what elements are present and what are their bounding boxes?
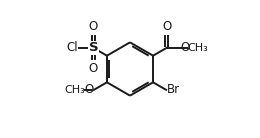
Text: O: O [89,20,98,33]
Text: CH₃: CH₃ [187,43,208,53]
Text: Cl: Cl [67,41,78,54]
Text: O: O [84,83,94,96]
Text: O: O [180,41,189,54]
Text: O: O [162,20,171,33]
Text: CH₃: CH₃ [64,85,84,95]
Text: Br: Br [166,83,180,96]
Text: S: S [88,41,98,54]
Text: O: O [89,62,98,75]
